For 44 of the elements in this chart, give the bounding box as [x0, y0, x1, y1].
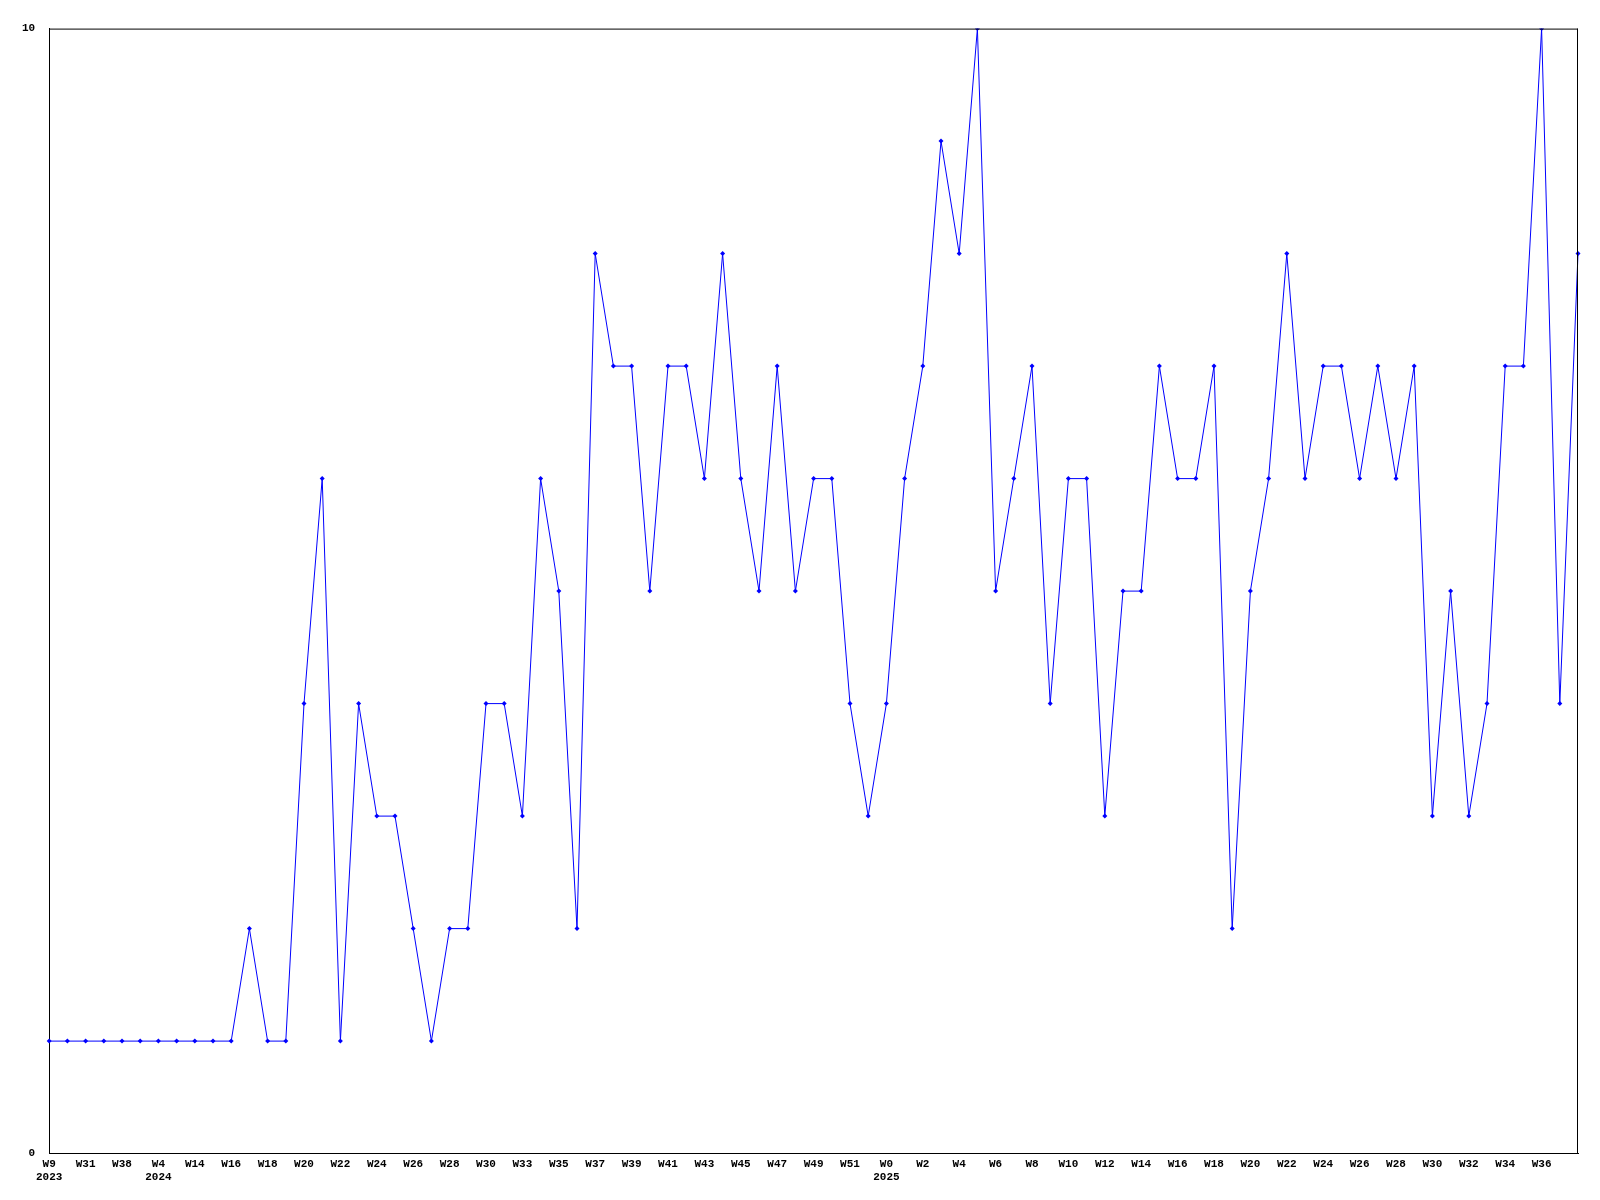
x-tick-label: W4	[952, 1157, 967, 1170]
x-tick-label: W32	[1458, 1157, 1479, 1170]
x-tick-label: W33	[512, 1157, 533, 1170]
x-tick-label: W24	[366, 1157, 388, 1170]
x-tick-label: W14	[1131, 1157, 1152, 1170]
x-tick-label: W28	[1386, 1157, 1407, 1170]
x-tick-label: W47	[767, 1157, 788, 1170]
x-tick-label: W37	[585, 1157, 606, 1170]
x-tick-label: W43	[694, 1157, 715, 1170]
x-tick-label: W14	[184, 1157, 206, 1170]
x-tick-label: W38	[112, 1157, 133, 1170]
x-tick-label: W6	[989, 1157, 1003, 1170]
x-tick-label: W18	[1204, 1157, 1225, 1170]
x-tick-label: W36	[1531, 1157, 1552, 1170]
x-tick-label: W30	[1422, 1157, 1443, 1170]
x-tick-label: W49	[803, 1157, 824, 1170]
x-tick-label: W9 2023	[36, 1157, 63, 1184]
x-tick-label: W2	[916, 1157, 930, 1170]
x-tick-label: W4 2024	[145, 1157, 172, 1184]
x-tick-label: W39	[621, 1157, 642, 1170]
x-tick-label: W20	[294, 1157, 314, 1170]
x-tick-label: W18	[257, 1157, 278, 1170]
x-tick-label: W35	[548, 1157, 570, 1170]
x-tick-label: W51	[840, 1157, 861, 1170]
x-tick-label: W26	[1349, 1157, 1370, 1170]
y-tick-label: 0	[28, 1147, 36, 1160]
x-tick-label: W12	[1094, 1157, 1115, 1170]
x-tick-label: W8	[1025, 1157, 1039, 1170]
x-tick-label: W26	[403, 1157, 424, 1170]
x-tick-label: W22	[1276, 1157, 1297, 1170]
x-tick-label: W16	[221, 1157, 242, 1170]
x-tick-label: W31	[75, 1157, 96, 1170]
x-tick-label: W30	[476, 1157, 496, 1170]
x-tick-label: W16	[1167, 1157, 1188, 1170]
x-tick-label: W28	[439, 1157, 460, 1170]
x-tick-label: W10	[1058, 1157, 1079, 1170]
x-tick-label: W20	[1240, 1157, 1261, 1170]
x-tick-label: W45	[730, 1157, 752, 1170]
x-tick-label: W0 2025	[873, 1157, 900, 1184]
x-tick-label: W41	[658, 1157, 679, 1170]
y-tick-label: 10	[22, 22, 36, 35]
x-tick-label: W24	[1313, 1157, 1334, 1170]
x-tick-label: W22	[330, 1157, 351, 1170]
x-tick-label: W34	[1495, 1157, 1516, 1170]
